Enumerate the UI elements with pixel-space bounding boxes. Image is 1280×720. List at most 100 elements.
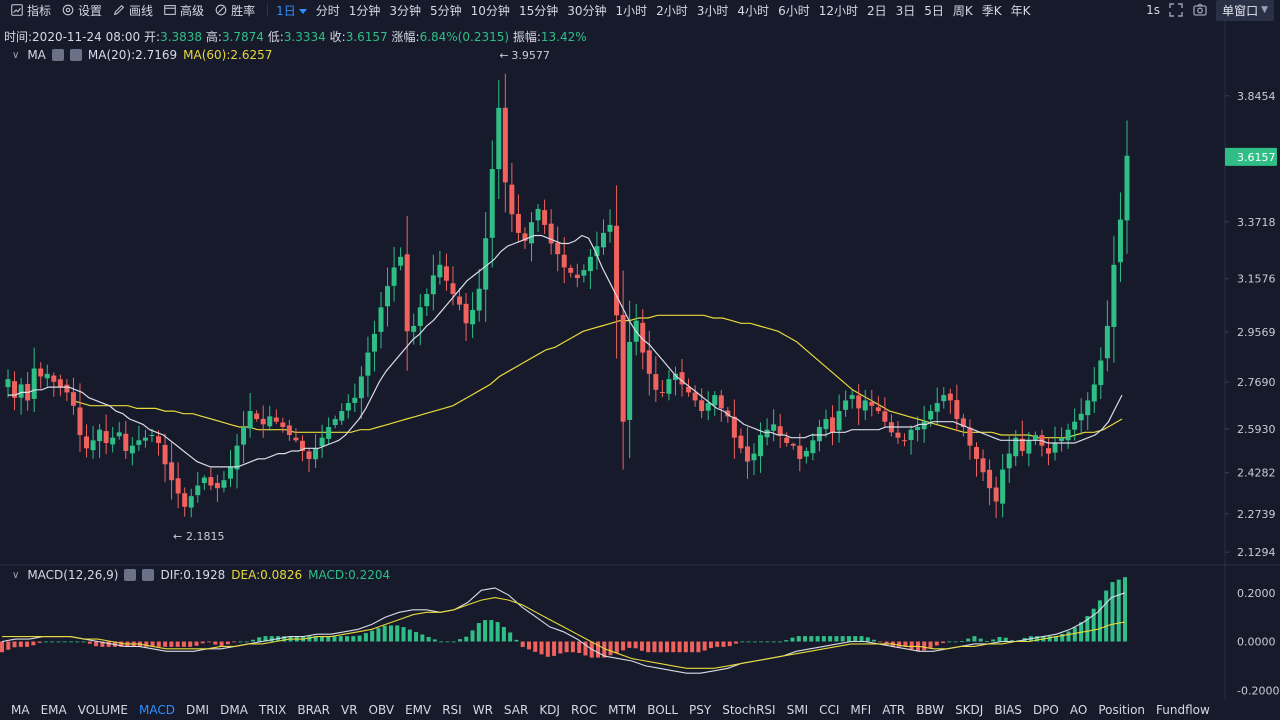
candle-body bbox=[758, 435, 764, 457]
price-tick-label: 2.5930 bbox=[1237, 423, 1276, 436]
refresh-rate[interactable]: 1s bbox=[1146, 3, 1161, 17]
tool-chart[interactable]: 指标 bbox=[10, 2, 51, 19]
macd-bar bbox=[363, 633, 368, 642]
tool-pencil[interactable]: 画线 bbox=[112, 2, 153, 19]
candle-body bbox=[90, 440, 96, 451]
tab-ema[interactable]: EMA bbox=[40, 703, 67, 717]
tool-target[interactable]: 胜率 bbox=[214, 2, 255, 19]
macd-bar bbox=[12, 641, 17, 648]
interval-11[interactable]: 4小时 bbox=[737, 3, 770, 18]
indicator-close-icon[interactable] bbox=[142, 569, 155, 581]
interval-19[interactable]: 年K bbox=[1010, 3, 1031, 18]
last-price-badge bbox=[1225, 147, 1277, 166]
candle-body bbox=[293, 437, 299, 441]
interval-13[interactable]: 12小时 bbox=[818, 3, 858, 18]
indicator-settings-icon[interactable] bbox=[51, 49, 64, 61]
candle-body bbox=[470, 310, 476, 325]
tab-emv[interactable]: EMV bbox=[405, 703, 432, 717]
interval-9[interactable]: 2小时 bbox=[656, 3, 688, 18]
candle-body bbox=[810, 440, 816, 454]
tab-ma[interactable]: MA bbox=[11, 703, 30, 717]
candle-body bbox=[849, 395, 855, 399]
tab-bias[interactable]: BIAS bbox=[994, 703, 1022, 717]
tab-macd[interactable]: MACD bbox=[138, 703, 175, 717]
interval-7[interactable]: 30分钟 bbox=[567, 3, 607, 18]
macd-bar bbox=[94, 641, 99, 647]
tab-obv[interactable]: OBV bbox=[368, 703, 395, 717]
macd-bar bbox=[683, 641, 688, 653]
interval-18[interactable]: 季K bbox=[981, 3, 1002, 18]
tab-bbw[interactable]: BBW bbox=[916, 703, 945, 717]
interval-2[interactable]: 1分钟 bbox=[348, 3, 381, 18]
candle-body bbox=[574, 274, 580, 279]
tab-smi[interactable]: SMI bbox=[786, 703, 809, 717]
tab-boll[interactable]: BOLL bbox=[647, 703, 679, 717]
candle-body bbox=[430, 275, 436, 295]
macd-bar bbox=[815, 636, 820, 642]
candle-body bbox=[653, 374, 659, 390]
interval-4[interactable]: 5分钟 bbox=[430, 3, 462, 18]
macd-bar bbox=[476, 623, 481, 642]
macd-bar bbox=[972, 636, 977, 642]
interval-12[interactable]: 6小时 bbox=[778, 3, 810, 18]
tab-sar[interactable]: SAR bbox=[503, 703, 529, 717]
tab-psy[interactable]: PSY bbox=[689, 703, 712, 717]
tab-rsi[interactable]: RSI bbox=[442, 703, 462, 717]
candle-body bbox=[123, 433, 129, 451]
candle-body bbox=[771, 424, 777, 431]
candle-body bbox=[640, 322, 646, 353]
tab-wr[interactable]: WR bbox=[472, 703, 493, 717]
interval-10[interactable]: 3小时 bbox=[696, 3, 729, 18]
tab-ao[interactable]: AO bbox=[1069, 703, 1088, 717]
macd-bar bbox=[432, 639, 437, 642]
tool-advanced-chart[interactable]: 高级 bbox=[163, 2, 204, 19]
gear-icon bbox=[62, 4, 74, 16]
price-axis: 3.8454 3.3718 3.1576 2.9569 2.7690 2.5930 2.42… bbox=[1225, 90, 1277, 559]
tab-stochrsi[interactable]: StochRSI bbox=[722, 703, 776, 717]
expand-icon[interactable] bbox=[1168, 2, 1184, 18]
collapse-chevron-icon[interactable]: ∨ bbox=[12, 569, 20, 581]
interval-5[interactable]: 10分钟 bbox=[470, 3, 510, 18]
macd-bar bbox=[526, 641, 531, 650]
macd-bar bbox=[859, 636, 864, 642]
interval-6[interactable]: 15分钟 bbox=[518, 3, 559, 18]
tab-kdj[interactable]: KDJ bbox=[539, 703, 560, 717]
tab-volume[interactable]: VOLUME bbox=[77, 703, 128, 717]
collapse-chevron-icon[interactable]: ∨ bbox=[12, 49, 20, 61]
tab-fundflow[interactable]: Fundflow bbox=[1156, 703, 1210, 717]
tab-brar[interactable]: BRAR bbox=[297, 703, 330, 717]
candle-body bbox=[902, 440, 908, 442]
tab-skdj[interactable]: SKDJ bbox=[955, 703, 984, 717]
tab-dma[interactable]: DMA bbox=[220, 703, 248, 717]
interval-17[interactable]: 周K bbox=[952, 3, 973, 18]
macd-bar bbox=[106, 641, 111, 647]
tab-position[interactable]: Position bbox=[1098, 703, 1146, 717]
candle-body bbox=[1124, 155, 1130, 221]
tab-atr[interactable]: ATR bbox=[882, 703, 906, 717]
macd-bar bbox=[865, 637, 870, 642]
target-icon bbox=[215, 4, 227, 16]
tab-mtm[interactable]: MTM bbox=[608, 703, 637, 717]
interval-8[interactable]: 1小时 bbox=[615, 3, 648, 18]
tool-gear[interactable]: 设置 bbox=[61, 2, 102, 19]
indicator-close-icon[interactable] bbox=[69, 49, 82, 61]
tab-dmi[interactable]: DMI bbox=[185, 703, 210, 717]
window-mode-button[interactable]: 单窗口 ▼ bbox=[1216, 0, 1274, 21]
tab-mfi[interactable]: MFI bbox=[850, 703, 872, 717]
tab-trix[interactable]: TRIX bbox=[258, 703, 287, 717]
interval-15[interactable]: 3日 bbox=[895, 3, 916, 18]
camera-icon[interactable] bbox=[1192, 2, 1208, 18]
interval-0[interactable]: 1日 bbox=[276, 2, 307, 19]
interval-3[interactable]: 3分钟 bbox=[389, 3, 422, 18]
interval-1[interactable]: 分时 bbox=[315, 3, 340, 18]
tab-dpo[interactable]: DPO bbox=[1032, 703, 1059, 717]
tab-vr[interactable]: VR bbox=[340, 703, 358, 717]
tab-cci[interactable]: CCI bbox=[819, 703, 840, 717]
interval-16[interactable]: 5日 bbox=[924, 3, 944, 18]
tab-roc[interactable]: ROC bbox=[570, 703, 598, 717]
interval-14[interactable]: 2日 bbox=[866, 3, 887, 18]
macd-bar bbox=[175, 641, 180, 647]
candle-body bbox=[764, 429, 770, 438]
indicator-settings-icon[interactable] bbox=[124, 569, 137, 581]
